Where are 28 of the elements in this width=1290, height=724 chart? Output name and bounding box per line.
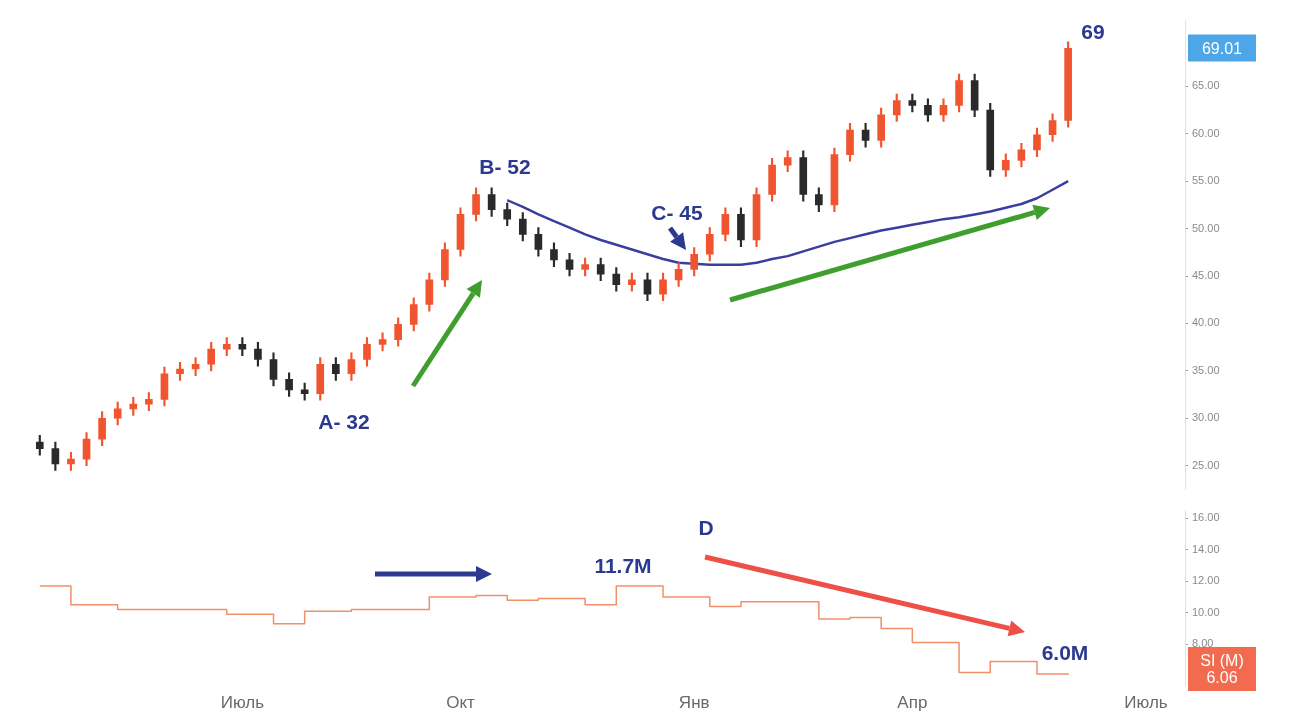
x-tick-label: Окт: [446, 692, 476, 712]
y-tick-label: 50.00: [1192, 221, 1220, 234]
text: 69.01: [1188, 34, 1256, 62]
annotation: 11.7M: [594, 554, 652, 577]
y-tick-label: 25.00: [1192, 458, 1220, 471]
annotation: 6.0M: [1041, 641, 1089, 664]
x-tick-label: Июль: [220, 692, 265, 712]
y-tick-label: 40.00: [1192, 316, 1220, 329]
y-tick-label: 65.00: [1192, 79, 1220, 92]
y-tick-label: 60.00: [1192, 126, 1220, 139]
annotation: C- 45: [651, 201, 703, 224]
annotation: D: [698, 516, 714, 539]
x-tick-label: Янв: [678, 692, 710, 712]
annotation: B- 52: [479, 155, 531, 178]
y-tick-label: 14.00: [1192, 542, 1220, 555]
x-tick-label: Июль: [1124, 692, 1168, 712]
annotation: 69: [1081, 20, 1105, 43]
y-tick-label: 10.00: [1192, 605, 1220, 618]
y-tick-label: 8.00: [1192, 637, 1214, 650]
y-tick-label: 55.00: [1192, 174, 1220, 187]
y-tick-label: 45.00: [1192, 269, 1220, 282]
x-tick-label: Апр: [897, 692, 928, 712]
y-tick-label: 16.00: [1192, 511, 1220, 524]
text: SI (M) 6.06: [1200, 652, 1244, 686]
annotation: A- 32: [318, 410, 370, 433]
y-tick-label: 35.00: [1192, 363, 1220, 376]
y-tick-label: 12.00: [1192, 574, 1220, 587]
y-tick-label: 30.00: [1192, 411, 1220, 424]
